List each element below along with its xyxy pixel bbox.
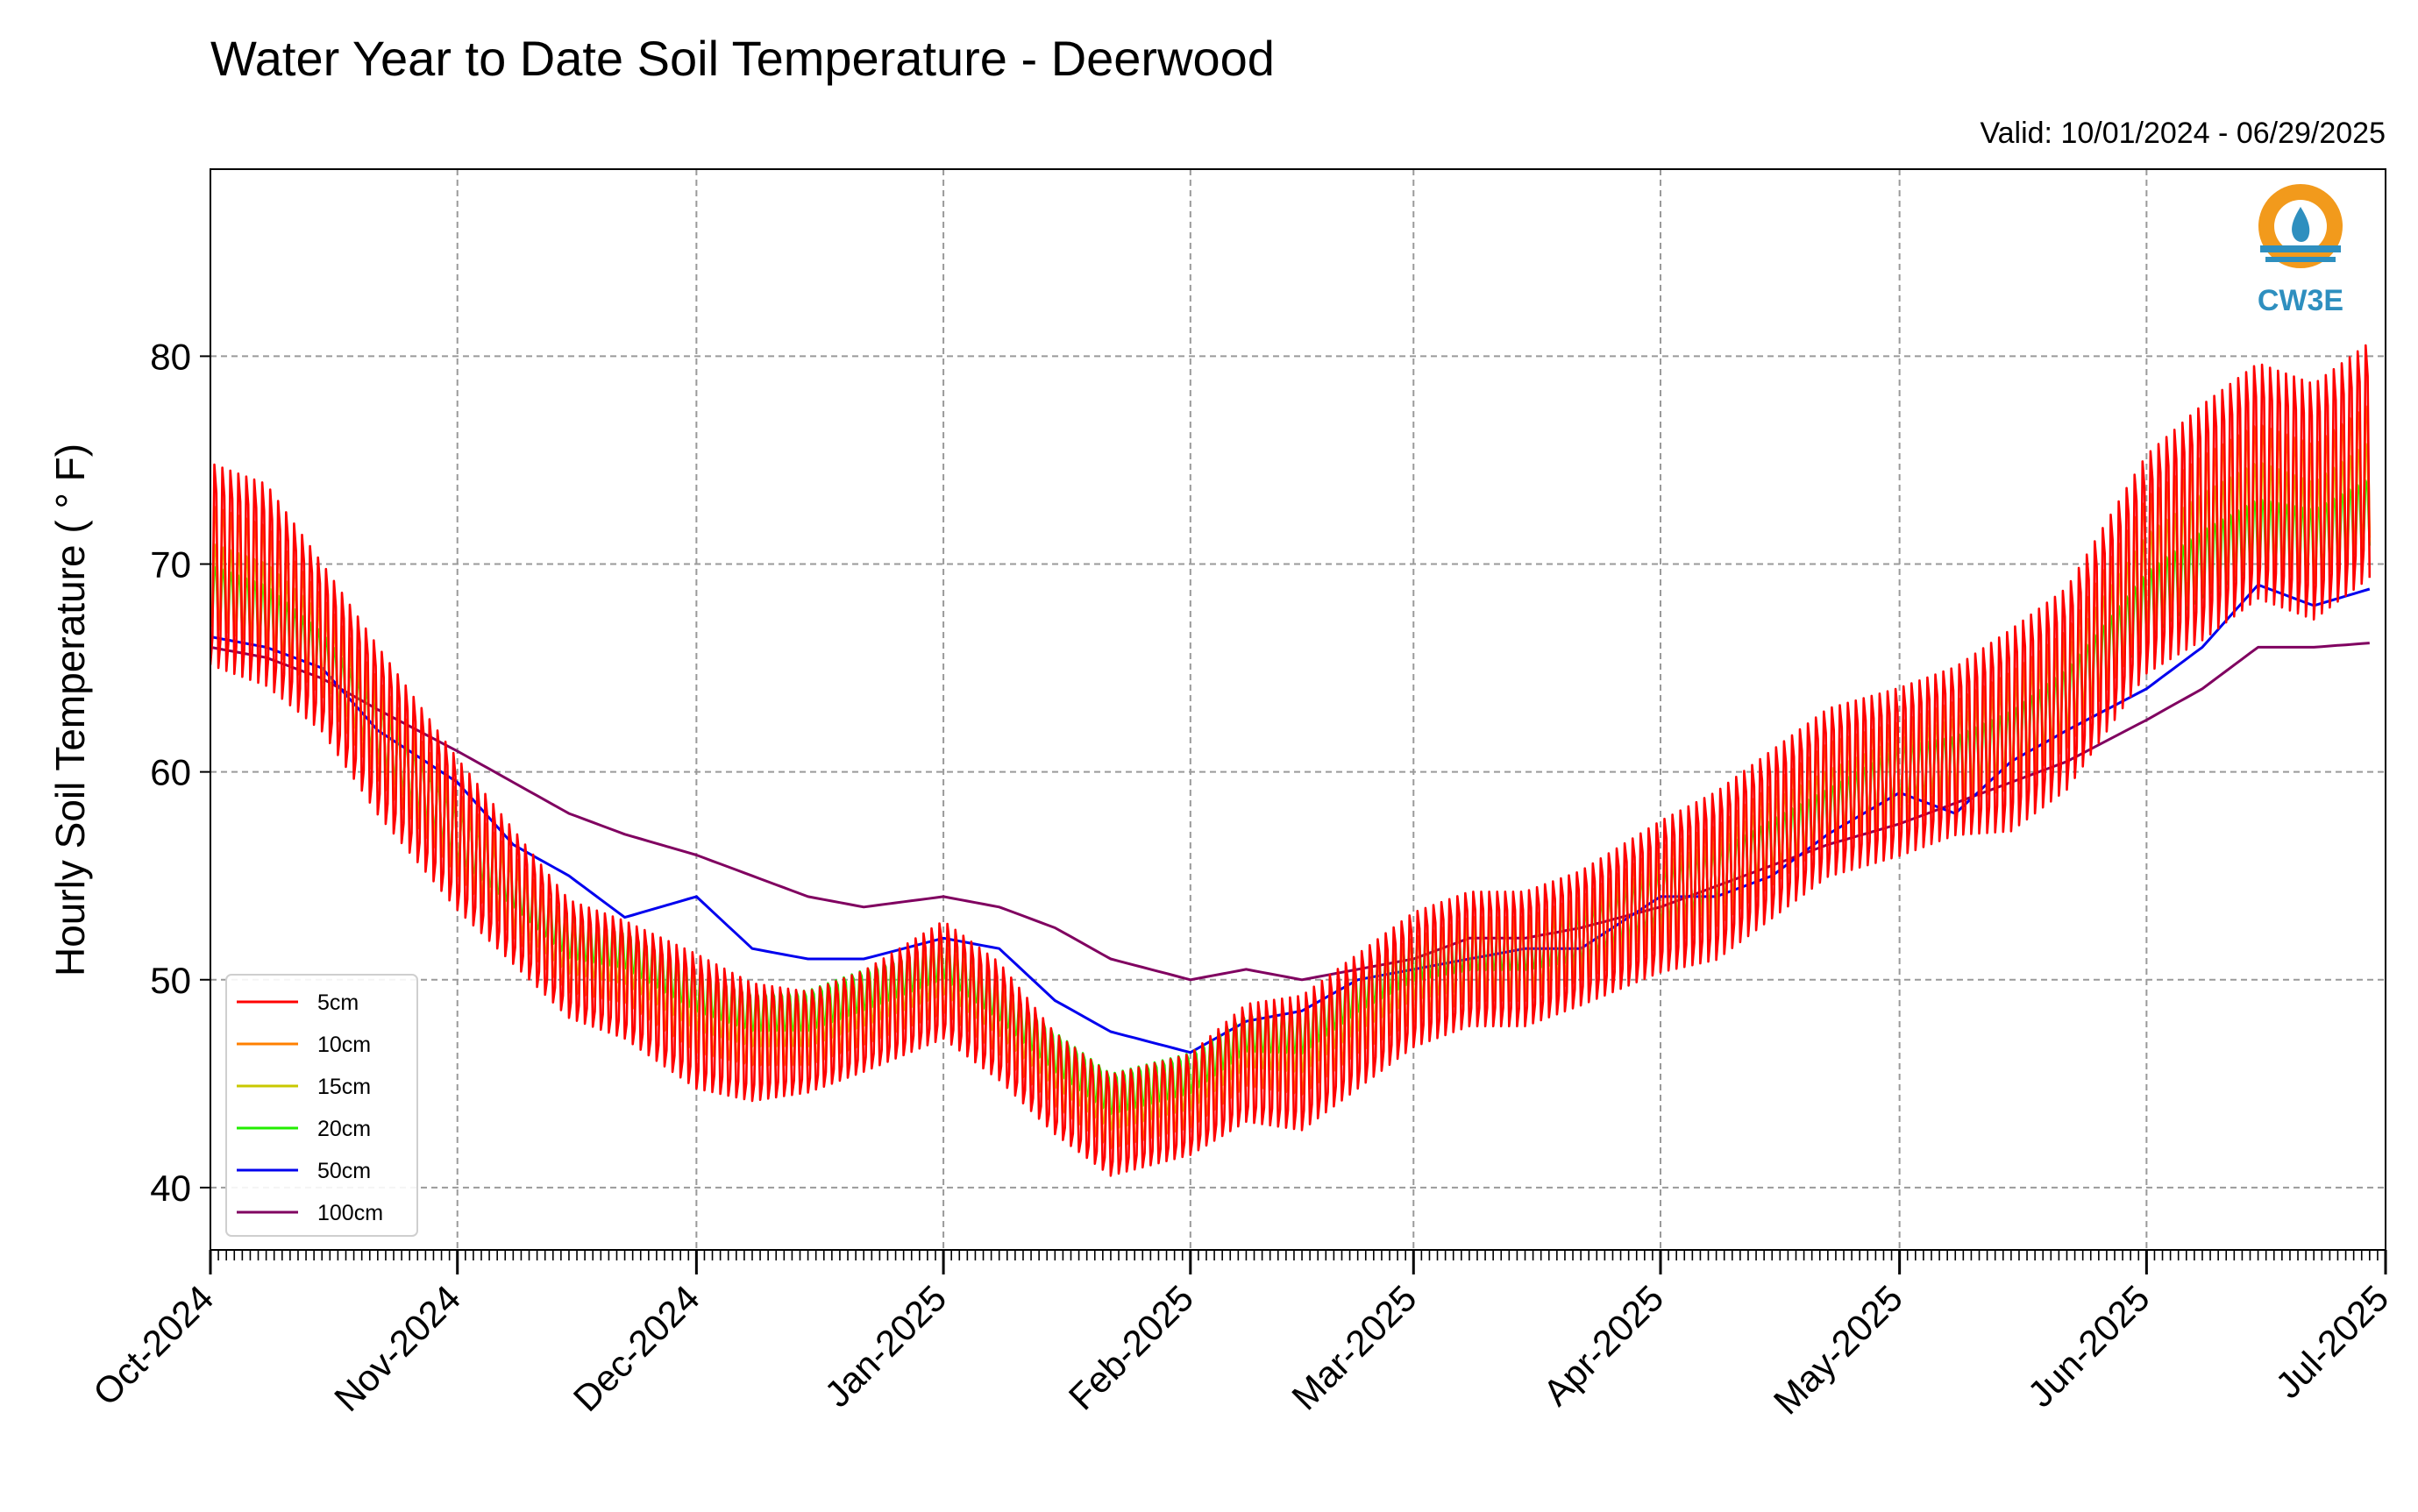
- logo-wave-icon-2: [2265, 257, 2336, 262]
- x-tick-label: Dec-2024: [565, 1277, 708, 1419]
- x-tick-label: Mar-2025: [1284, 1277, 1424, 1417]
- y-tick-label: 50: [150, 960, 191, 1001]
- x-tick-label: Apr-2025: [1535, 1277, 1671, 1413]
- logo-drop-icon: [2292, 207, 2310, 242]
- x-tick-label: Jun-2025: [2020, 1277, 2158, 1415]
- x-tick-label: May-2025: [1766, 1277, 1910, 1422]
- legend-label-20cm: 20cm: [317, 1117, 371, 1141]
- logo-text: CW3E: [2258, 284, 2343, 317]
- legend-label-10cm: 10cm: [317, 1033, 371, 1057]
- chart-title: Water Year to Date Soil Temperature - De…: [210, 31, 1275, 86]
- x-tick-label: Feb-2025: [1061, 1277, 1201, 1417]
- valid-range: Valid: 10/01/2024 - 06/29/2025: [1980, 117, 2386, 150]
- legend-label-50cm: 50cm: [317, 1159, 371, 1183]
- y-tick-label: 80: [150, 336, 191, 377]
- x-tick-label: Jul-2025: [2267, 1277, 2396, 1406]
- minor-ticks: [210, 1250, 2386, 1260]
- y-tick-label: 60: [150, 752, 191, 793]
- legend-label-100cm: 100cm: [317, 1201, 383, 1225]
- legend-label-5cm: 5cm: [317, 990, 359, 1015]
- y-tick-label: 70: [150, 544, 191, 586]
- grid: [210, 169, 2386, 1250]
- y-axis: 40 50 60 70 80: [150, 336, 210, 1209]
- y-tick-label: 40: [150, 1168, 191, 1209]
- x-tick-label: Oct-2024: [85, 1277, 221, 1413]
- cw3e-logo: CW3E: [2258, 184, 2343, 317]
- x-tick-label: Nov-2024: [326, 1277, 468, 1419]
- series-lines: [210, 344, 2372, 1177]
- x-axis: Oct-2024 Nov-2024 Dec-2024 Jan-2025 Feb-2025…: [85, 1250, 2396, 1422]
- plot-frame: [210, 168, 2386, 1251]
- logo-wave-icon: [2260, 245, 2341, 252]
- x-tick-label: Jan-2025: [816, 1277, 954, 1415]
- legend-label-15cm: 15cm: [317, 1075, 371, 1099]
- y-axis-label: Hourly Soil Temperature ( ° F): [47, 444, 93, 976]
- legend: 5cm 10cm 15cm 20cm 50cm 100cm: [225, 974, 418, 1237]
- series-line-5cm: [210, 344, 2372, 1177]
